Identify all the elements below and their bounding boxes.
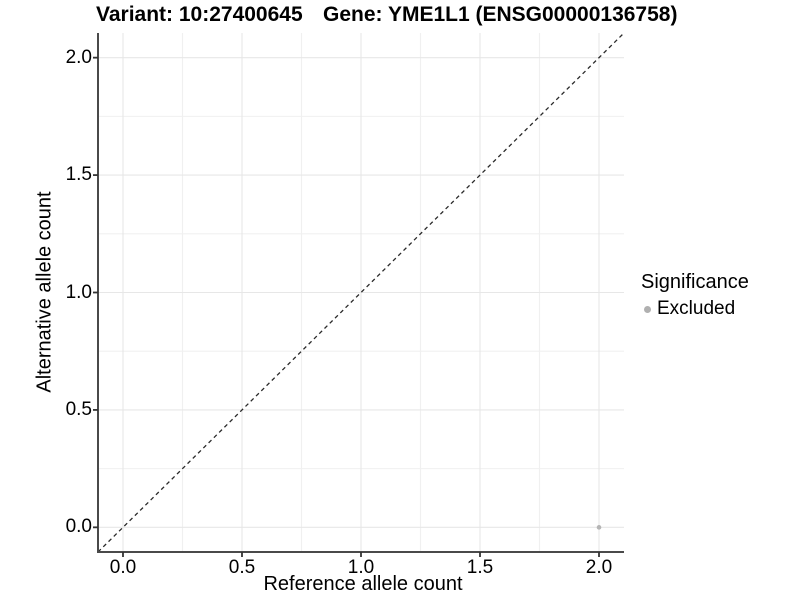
- x-axis-title: Reference allele count: [263, 573, 463, 595]
- plot-panel: [93, 32, 625, 557]
- legend-point-icon: [644, 305, 651, 313]
- x-tick-label: 1.5: [466, 557, 494, 578]
- x-tick-label: 0.5: [228, 557, 256, 578]
- y-tick-label: 0.0: [65, 516, 92, 538]
- y-tick-label: 1.5: [65, 164, 92, 186]
- y-tick-label: 2.0: [65, 46, 92, 68]
- x-tick-label: 2.0: [585, 557, 613, 578]
- legend-entry-label: Excluded: [657, 298, 736, 319]
- legend-entry-excluded: Excluded: [641, 298, 749, 320]
- legend: Significance Excluded: [641, 270, 749, 320]
- plot-title-gene: Gene: YME1L1 (ENSG00000136758): [323, 3, 678, 26]
- x-tick-label: 0.0: [109, 557, 137, 578]
- y-tick-label: 0.5: [65, 398, 92, 420]
- x-tick-label: 1.0: [347, 557, 375, 578]
- plot-title-variant: Variant: 10:27400645: [96, 3, 303, 26]
- y-tick-label: 1.0: [65, 281, 92, 303]
- legend-title: Significance: [641, 271, 749, 293]
- data-point: [596, 525, 602, 530]
- identity-line: [97, 32, 625, 553]
- plot-svg: [93, 32, 625, 557]
